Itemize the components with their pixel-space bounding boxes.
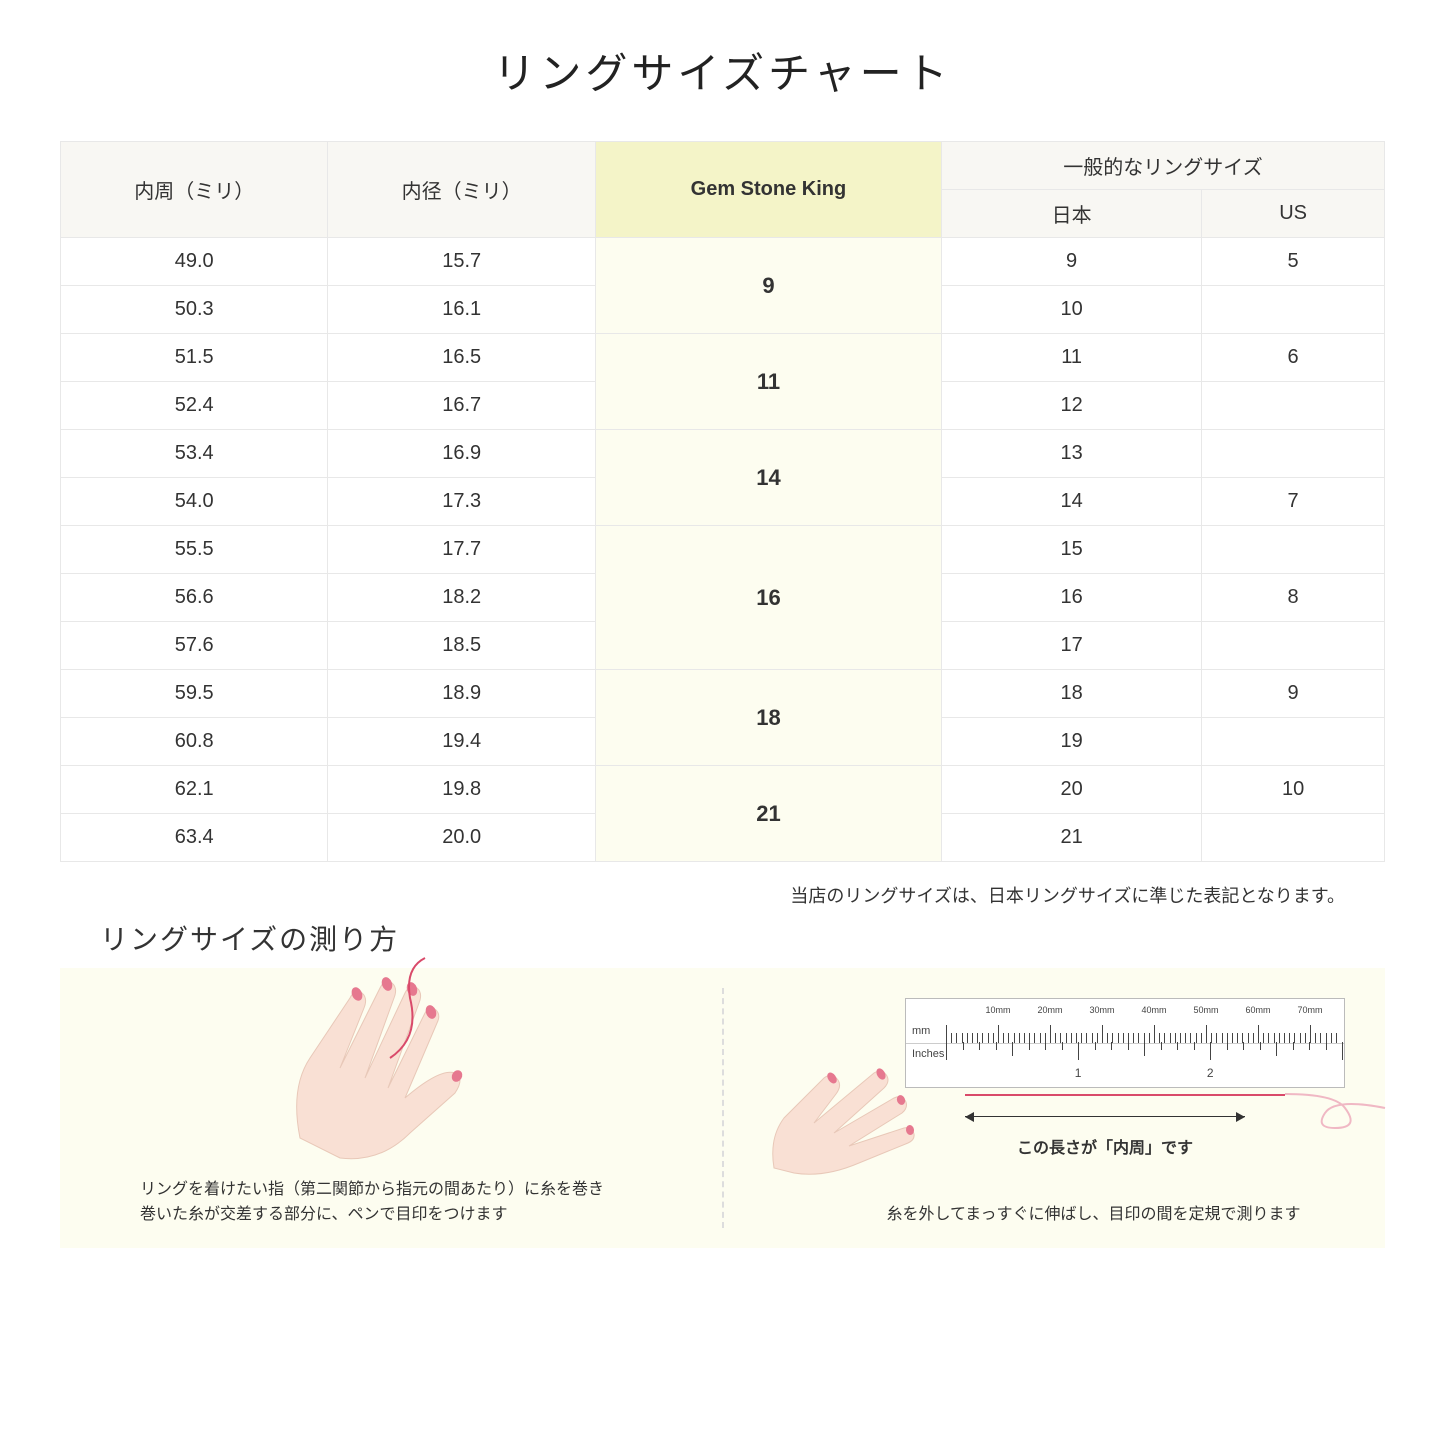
th-circumference: 内周（ミリ）	[61, 142, 328, 238]
cell-jp: 12	[942, 382, 1202, 430]
hand-illustration-left	[240, 938, 520, 1178]
cell-us: 10	[1202, 766, 1385, 814]
cell-dia: 16.5	[328, 334, 595, 382]
cell-circ: 59.5	[61, 670, 328, 718]
howto-right: mm 10mm20mm30mm40mm50mm60mm70mm Inches 1…	[724, 968, 1386, 1248]
measure-arrow	[965, 1116, 1245, 1117]
cell-circ: 60.8	[61, 718, 328, 766]
cell-us	[1202, 814, 1385, 862]
table-note: 当店のリングサイズは、日本リングサイズに準じた表記となります。	[60, 882, 1345, 908]
cell-dia: 18.9	[328, 670, 595, 718]
mm-tick-label: 10mm	[985, 1005, 1010, 1015]
cell-us: 8	[1202, 574, 1385, 622]
cell-circ: 49.0	[61, 238, 328, 286]
ruler-caption: この長さが「内周」です	[965, 1134, 1245, 1158]
cell-us	[1202, 718, 1385, 766]
howto-left: リングを着けたい指（第二関節から指元の間あたり）に糸を巻き 巻いた糸が交差する部…	[60, 968, 722, 1248]
cell-dia: 16.1	[328, 286, 595, 334]
table-row: 53.416.91413	[61, 430, 1385, 478]
cell-dia: 19.8	[328, 766, 595, 814]
mm-tick-label: 40mm	[1141, 1005, 1166, 1015]
th-japan: 日本	[942, 190, 1202, 238]
cell-gsk: 9	[595, 238, 941, 334]
howto-panel: リングを着けたい指（第二関節から指元の間あたり）に糸を巻き 巻いた糸が交差する部…	[60, 968, 1385, 1248]
mm-tick-label: 60mm	[1245, 1005, 1270, 1015]
table-row: 51.516.511116	[61, 334, 1385, 382]
cell-jp: 16	[942, 574, 1202, 622]
cell-dia: 20.0	[328, 814, 595, 862]
table-row: 55.517.71615	[61, 526, 1385, 574]
left-caption-line2: 巻いた糸が交差する部分に、ペンで目印をつけます	[140, 1202, 680, 1228]
left-caption-line1: リングを着けたい指（第二関節から指元の間あたり）に糸を巻き	[140, 1177, 680, 1203]
cell-jp: 9	[942, 238, 1202, 286]
cell-gsk: 11	[595, 334, 941, 430]
page-title: リングサイズチャート	[60, 40, 1385, 101]
cell-dia: 16.7	[328, 382, 595, 430]
cell-circ: 54.0	[61, 478, 328, 526]
cell-gsk: 18	[595, 670, 941, 766]
th-general: 一般的なリングサイズ	[942, 142, 1385, 190]
thread-line	[965, 1094, 1285, 1096]
cell-us: 9	[1202, 670, 1385, 718]
cell-dia: 18.2	[328, 574, 595, 622]
cell-jp: 19	[942, 718, 1202, 766]
ruler-wrap: mm 10mm20mm30mm40mm50mm60mm70mm Inches 1…	[905, 998, 1345, 1088]
cell-us	[1202, 526, 1385, 574]
cell-circ: 62.1	[61, 766, 328, 814]
cell-circ: 50.3	[61, 286, 328, 334]
cell-dia: 17.3	[328, 478, 595, 526]
cell-us	[1202, 382, 1385, 430]
cell-jp: 13	[942, 430, 1202, 478]
cell-jp: 18	[942, 670, 1202, 718]
in-tick-label: 1	[1075, 1066, 1082, 1080]
table-row: 49.015.7995	[61, 238, 1385, 286]
cell-jp: 21	[942, 814, 1202, 862]
cell-jp: 17	[942, 622, 1202, 670]
cell-us	[1202, 286, 1385, 334]
cell-circ: 56.6	[61, 574, 328, 622]
cell-us	[1202, 622, 1385, 670]
cell-jp: 10	[942, 286, 1202, 334]
howto-right-caption: 糸を外してまっすぐに伸ばし、目印の間を定規で測ります	[844, 1202, 1344, 1228]
mm-tick-label: 30mm	[1089, 1005, 1114, 1015]
cell-us	[1202, 430, 1385, 478]
cell-us: 5	[1202, 238, 1385, 286]
cell-circ: 55.5	[61, 526, 328, 574]
cell-gsk: 21	[595, 766, 941, 862]
cell-us: 7	[1202, 478, 1385, 526]
cell-circ: 51.5	[61, 334, 328, 382]
mm-tick-label: 50mm	[1193, 1005, 1218, 1015]
cell-gsk: 16	[595, 526, 941, 670]
cell-us: 6	[1202, 334, 1385, 382]
th-us: US	[1202, 190, 1385, 238]
table-row: 59.518.918189	[61, 670, 1385, 718]
mm-tick-label: 20mm	[1037, 1005, 1062, 1015]
th-gsk: Gem Stone King	[595, 142, 941, 238]
cell-circ: 52.4	[61, 382, 328, 430]
thread-curl	[1275, 1078, 1395, 1138]
cell-circ: 63.4	[61, 814, 328, 862]
cell-jp: 11	[942, 334, 1202, 382]
ruler: mm 10mm20mm30mm40mm50mm60mm70mm Inches 1…	[905, 998, 1345, 1088]
in-tick-label: 2	[1207, 1066, 1214, 1080]
cell-dia: 19.4	[328, 718, 595, 766]
cell-dia: 16.9	[328, 430, 595, 478]
th-diameter: 内径（ミリ）	[328, 142, 595, 238]
cell-circ: 57.6	[61, 622, 328, 670]
cell-jp: 20	[942, 766, 1202, 814]
mm-tick-label: 70mm	[1297, 1005, 1322, 1015]
cell-jp: 14	[942, 478, 1202, 526]
hand-illustration-right	[764, 1028, 964, 1188]
howto-left-caption: リングを着けたい指（第二関節から指元の間あたり）に糸を巻き 巻いた糸が交差する部…	[140, 1177, 680, 1228]
cell-jp: 15	[942, 526, 1202, 574]
cell-dia: 17.7	[328, 526, 595, 574]
cell-dia: 15.7	[328, 238, 595, 286]
cell-circ: 53.4	[61, 430, 328, 478]
ring-size-table: 内周（ミリ） 内径（ミリ） Gem Stone King 一般的なリングサイズ …	[60, 141, 1385, 862]
cell-dia: 18.5	[328, 622, 595, 670]
cell-gsk: 14	[595, 430, 941, 526]
table-row: 62.119.8212010	[61, 766, 1385, 814]
